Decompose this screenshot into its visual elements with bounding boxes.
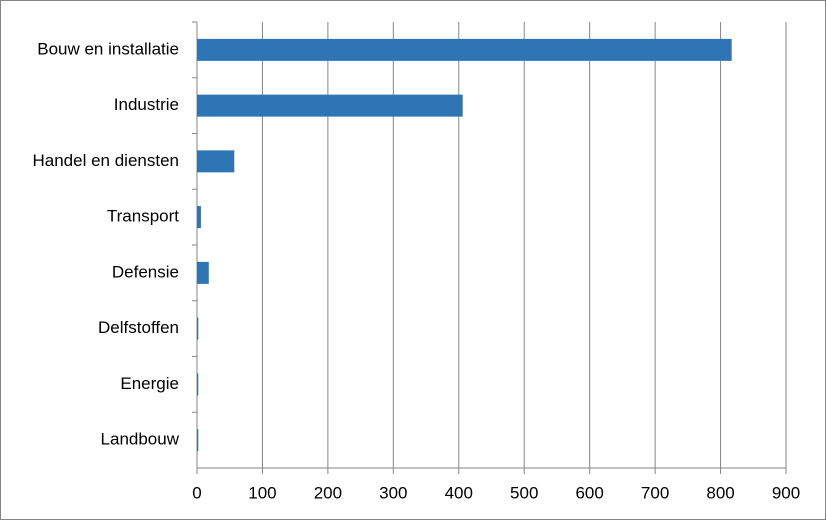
bar — [197, 150, 235, 173]
y-tick-label: Handel en diensten — [32, 151, 179, 170]
x-tick-label: 900 — [772, 483, 800, 502]
x-tick-label: 700 — [641, 483, 669, 502]
bar — [197, 94, 463, 117]
bar — [197, 429, 199, 452]
bar — [197, 206, 201, 229]
y-tick-label: Bouw en installatie — [37, 39, 179, 58]
bar — [197, 317, 199, 340]
y-tick-label: Defensie — [112, 262, 179, 281]
bar — [197, 373, 199, 396]
x-tick-label: 100 — [248, 483, 276, 502]
bar — [197, 38, 732, 61]
y-tick-label: Industrie — [114, 95, 179, 114]
x-tick-label: 400 — [445, 483, 473, 502]
y-tick-label: Landbouw — [101, 430, 180, 449]
y-tick-label: Delfstoffen — [98, 318, 179, 337]
y-tick-label: Transport — [107, 207, 179, 226]
x-tick-label: 0 — [192, 483, 201, 502]
x-tick-label: 300 — [379, 483, 407, 502]
bar — [197, 261, 209, 284]
x-tick-label: 800 — [706, 483, 734, 502]
y-tick-label: Energie — [120, 374, 179, 393]
x-tick-label: 500 — [510, 483, 538, 502]
x-tick-label: 200 — [314, 483, 342, 502]
x-tick-label: 600 — [575, 483, 603, 502]
